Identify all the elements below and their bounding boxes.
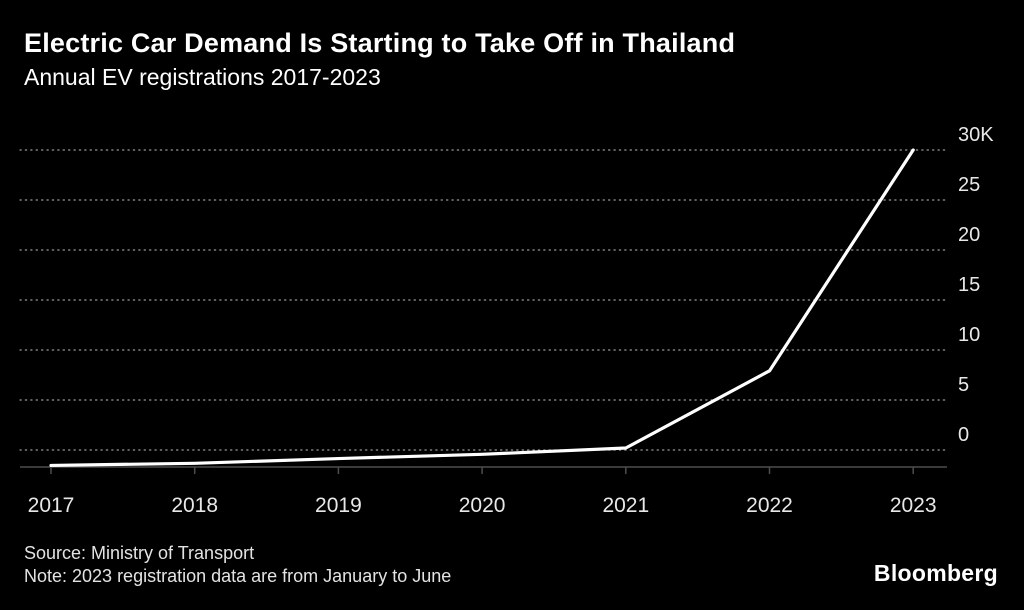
x-axis-tick-label: 2018 <box>171 494 218 517</box>
x-axis-tick-label: 2021 <box>602 494 649 517</box>
chart-subtitle: Annual EV registrations 2017-2023 <box>24 64 381 90</box>
y-axis-tick-label: 30K <box>958 124 994 146</box>
y-axis-tick-label: 25 <box>958 174 980 196</box>
bloomberg-logo: Bloomberg <box>873 560 998 586</box>
chart-title: Electric Car Demand Is Starting to Take … <box>24 28 736 58</box>
y-axis-tick-label: 15 <box>958 274 980 296</box>
x-axis-tick-label: 2017 <box>28 494 75 517</box>
y-axis-tick-label: 0 <box>958 424 969 446</box>
x-axis-tick-label: 2020 <box>459 494 506 517</box>
x-axis-tick-label: 2022 <box>746 494 793 517</box>
ev-registrations-line <box>49 148 915 468</box>
y-axis-tick-label: 10 <box>958 324 980 346</box>
source-text: Source: Ministry of Transport <box>24 543 255 563</box>
y-axis-tick-label: 5 <box>958 374 969 396</box>
note-text: Note: 2023 registration data are from Ja… <box>24 566 452 586</box>
x-axis-tick-label: 2019 <box>315 494 362 517</box>
y-axis-tick-label: 20 <box>958 224 980 246</box>
x-axis-tick-label: 2023 <box>890 494 937 517</box>
